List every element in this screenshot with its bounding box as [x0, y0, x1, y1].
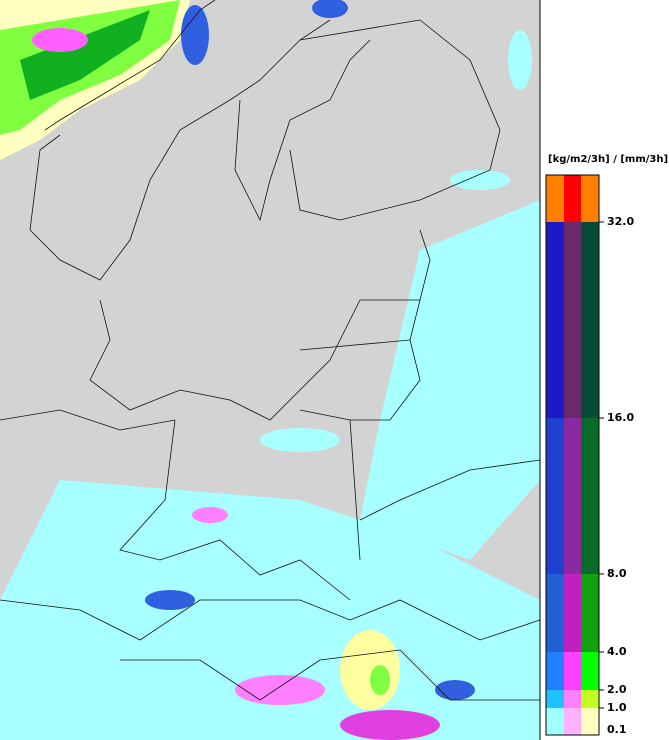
coastlines [0, 0, 541, 701]
legend-tick: 16.0 [607, 411, 634, 424]
tick-lines [599, 221, 604, 709]
legend-title: [kg/m2/3h] / [mm/3h] [548, 154, 668, 165]
legend-tick: 8.0 [607, 567, 627, 580]
legend-tick: 32.0 [607, 215, 634, 228]
legend-tick: 4.0 [607, 645, 627, 658]
legend-tick: 0.1 [607, 723, 627, 736]
legend: [kg/m2/3h] / [mm/3h] 32.0 16.0 8.0 4.0 2… [545, 154, 668, 736]
color-bar [545, 174, 600, 736]
legend-tick: 1.0 [607, 701, 627, 714]
map [0, 0, 541, 740]
legend-tick: 2.0 [607, 683, 627, 696]
precipitation [0, 0, 540, 740]
